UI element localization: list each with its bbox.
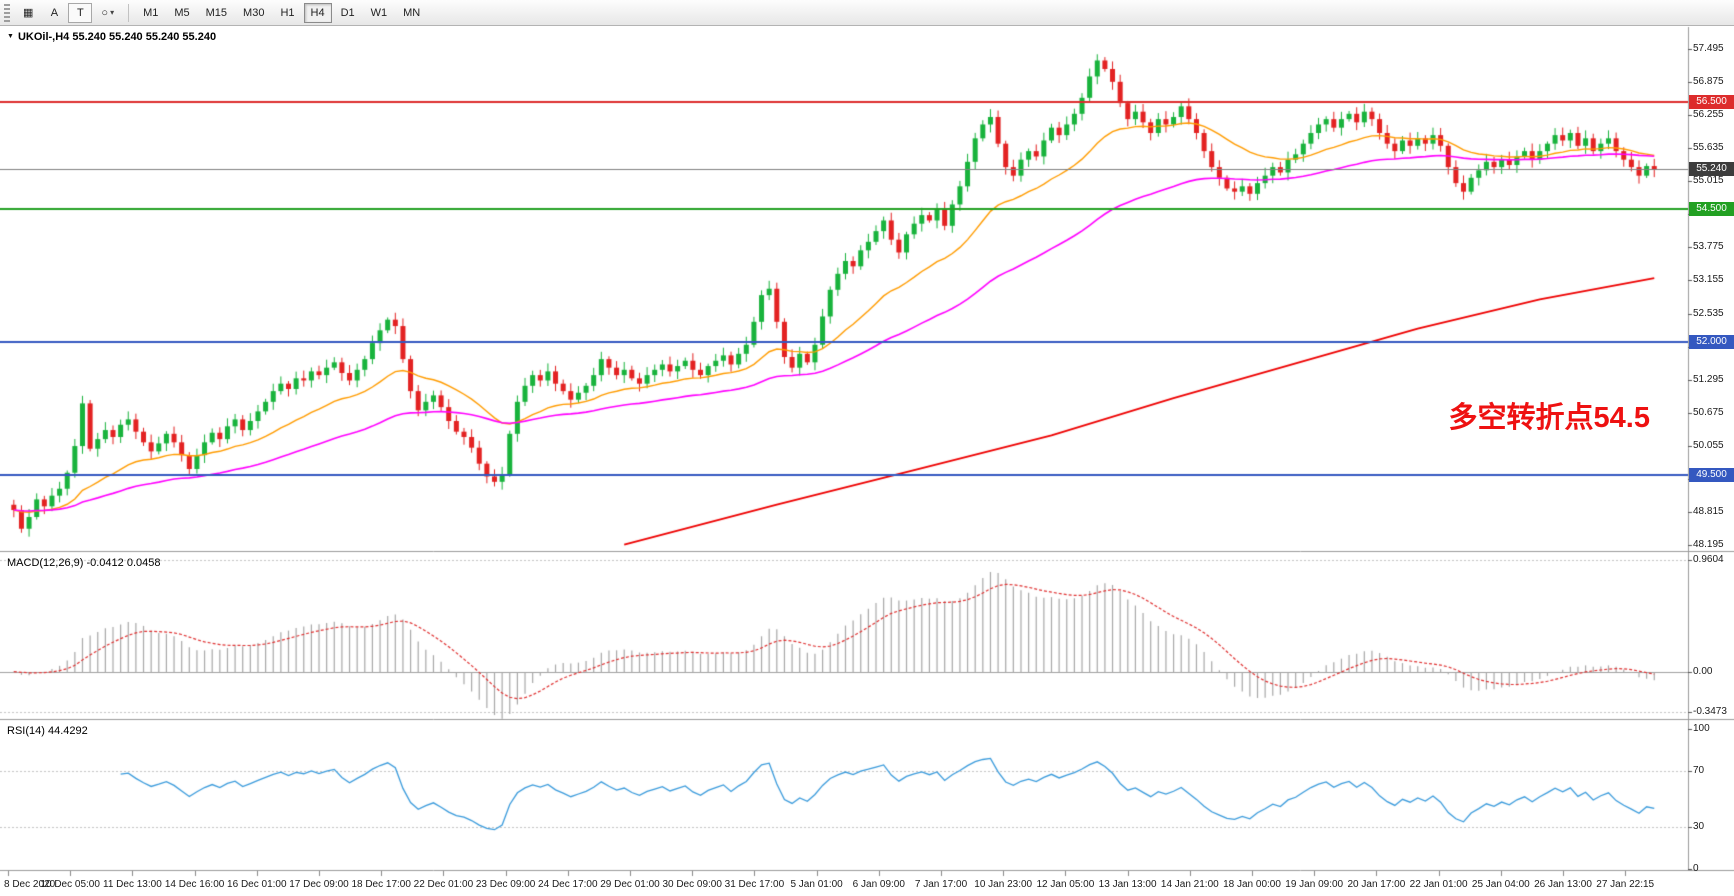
price-axis-label: 56.255 <box>1693 109 1724 121</box>
chart-title: ▼ UKOil-,H4 55.240 55.240 55.240 55.240 <box>7 31 216 43</box>
price-level-badge-55.240: 55.240 <box>1689 162 1734 177</box>
time-axis-label: 5 Jan 01:00 <box>790 879 843 890</box>
time-axis-label: 20 Jan 17:00 <box>1347 879 1406 890</box>
macd-indicator-label: MACD(12,26,9) -0.0412 0.0458 <box>7 557 161 569</box>
time-axis-label: 13 Jan 13:00 <box>1098 879 1157 890</box>
text-tool-button[interactable]: A <box>42 3 66 23</box>
price-axis-label: 55.015 <box>1693 175 1724 187</box>
toolbar-drag-handle[interactable] <box>4 3 10 22</box>
price-axis-label: 56.875 <box>1693 76 1724 88</box>
price-axis-label: 55.635 <box>1693 142 1724 154</box>
macd-axis-label: 0.00 <box>1693 665 1713 677</box>
price-axis-label: 51.295 <box>1693 373 1724 385</box>
price-level-badge-56.500: 56.500 <box>1689 95 1734 110</box>
time-axis-label: 30 Dec 09:00 <box>662 879 722 890</box>
rsi-axis-label: 0 <box>1693 863 1699 874</box>
chart-title-text: UKOil-,H4 55.240 55.240 55.240 55.240 <box>17 31 217 43</box>
time-axis-label: 10 Dec 05:00 <box>40 879 100 890</box>
price-level-badge-52.000: 52.000 <box>1689 335 1734 350</box>
timeframe-button-d1[interactable]: D1 <box>334 3 362 23</box>
price-axis-label: 57.495 <box>1693 43 1724 54</box>
timeframe-button-m5[interactable]: M5 <box>167 3 196 23</box>
timeframe-button-mn[interactable]: MN <box>396 3 427 23</box>
timeframe-button-group: M1 M5 M15 M30 H1 H4 D1 W1 MN <box>136 2 427 23</box>
timeframe-button-m30[interactable]: M30 <box>236 3 271 23</box>
time-axis-label: 16 Dec 01:00 <box>227 879 287 890</box>
time-axis-label: 8 Dec 2020 <box>4 879 56 890</box>
time-axis-label: 14 Jan 21:00 <box>1160 879 1219 890</box>
chart-grid-tool-button[interactable]: ▦ <box>16 3 40 23</box>
price-axis-label: 50.675 <box>1693 406 1724 418</box>
time-axis-label: 26 Jan 13:00 <box>1534 879 1592 890</box>
timeframe-button-m15[interactable]: M15 <box>199 3 234 23</box>
time-axis-label: 14 Dec 16:00 <box>164 879 225 890</box>
symbol-dropdown-icon[interactable]: ▼ <box>7 33 14 40</box>
price-level-badge-49.500: 49.500 <box>1689 468 1734 483</box>
timeframe-button-m1[interactable]: M1 <box>136 3 165 23</box>
time-axis-label: 6 Jan 09:00 <box>852 879 905 890</box>
rsi-indicator-label: RSI(14) 44.4292 <box>7 725 88 737</box>
price-axis-label: 53.775 <box>1693 241 1724 253</box>
text-label-tool-button[interactable]: T <box>68 2 93 23</box>
chevron-down-icon: ▾ <box>110 8 115 17</box>
timeframe-button-h4[interactable]: H4 <box>303 2 332 23</box>
time-axis-label: 29 Dec 01:00 <box>600 879 660 890</box>
time-axis-label: 25 Jan 04:00 <box>1471 879 1530 890</box>
macd-axis-label: -0.3473 <box>1693 706 1727 717</box>
time-axis-label: 22 Jan 01:00 <box>1409 879 1468 890</box>
price-level-badge-54.500: 54.500 <box>1689 201 1734 216</box>
toolbar: ▦ A T ○ ▾ M1 M5 M15 M30 H1 H4 D1 W1 MN <box>0 0 1734 26</box>
time-axis-label: 11 Dec 13:00 <box>103 879 162 890</box>
time-axis-label: 22 Dec 01:00 <box>413 879 474 890</box>
time-axis-label: 24 Dec 17:00 <box>538 879 598 890</box>
price-axis-label: 48.815 <box>1693 505 1724 517</box>
macd-axis-label: 0.9604 <box>1693 554 1724 565</box>
price-axis-label: 50.055 <box>1693 439 1724 451</box>
time-axis-label: 10 Jan 23:00 <box>974 879 1033 890</box>
shapes-tool-button[interactable]: ○ ▾ <box>94 3 121 23</box>
timeframe-button-w1[interactable]: W1 <box>364 3 395 23</box>
rsi-axis-label: 100 <box>1693 723 1710 734</box>
toolbar-separator <box>128 3 130 22</box>
time-axis-label: 12 Jan 05:00 <box>1036 879 1095 890</box>
time-axis-label: 7 Jan 17:00 <box>914 879 968 890</box>
time-axis-label: 18 Dec 17:00 <box>351 879 411 890</box>
price-axis-label: 53.155 <box>1693 274 1724 286</box>
price-axis-label: 52.535 <box>1693 307 1724 319</box>
time-axis-label: 23 Dec 09:00 <box>475 879 536 890</box>
rsi-axis-label: 70 <box>1693 765 1705 776</box>
time-axis-label: 17 Dec 09:00 <box>289 879 349 890</box>
time-axis-label: 27 Jan 22:15 <box>1596 879 1655 890</box>
price-axis-label: 48.195 <box>1693 539 1724 550</box>
ellipse-icon: ○ <box>101 6 109 19</box>
time-axis-label: 18 Jan 00:00 <box>1223 879 1281 890</box>
timeframe-button-h1[interactable]: H1 <box>273 3 301 23</box>
time-axis-label: 31 Dec 17:00 <box>724 879 785 890</box>
time-axis-label: 19 Jan 09:00 <box>1285 879 1344 890</box>
rsi-axis-label: 30 <box>1693 821 1705 832</box>
annotation-text: 多空转折点54.5 <box>1448 402 1650 434</box>
